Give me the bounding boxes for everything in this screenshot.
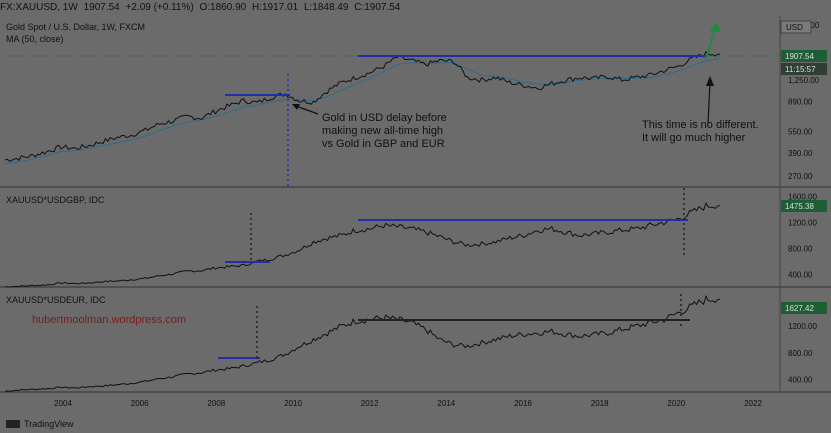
eur-price-badge-bg: [781, 302, 827, 314]
x-tick-label: 2010: [284, 399, 302, 408]
y-tick-label: 800.00: [788, 244, 813, 253]
annotation-arrow-head: [292, 104, 300, 110]
y-tick-label: 400.00: [788, 270, 813, 279]
change-value: +2.09 (+0.11%): [125, 2, 194, 13]
ma-line: [4, 58, 721, 165]
y-tick-label: 1200.00: [788, 322, 817, 331]
brand-label[interactable]: TradingView: [24, 419, 74, 429]
up-arrow-head: [710, 22, 721, 32]
gbp-price-badge: 1475.38: [785, 202, 814, 211]
pane1-title: Gold Spot / U.S. Dollar, 1W, FXCM: [6, 22, 145, 32]
y-tick-label: 270.00: [788, 172, 813, 181]
annotation-arrow-head: [706, 76, 714, 86]
eur-price-line: [4, 294, 721, 392]
annotation-arrow: [707, 81, 711, 125]
currency-badge-bg: [780, 20, 812, 34]
high-value: H:1917.01: [252, 2, 299, 13]
x-tick-label: 2020: [667, 399, 685, 408]
pane3-title: XAUUSD*USDEUR, IDC: [6, 295, 106, 305]
watermark-text: hubertmoolman.wordpress.com: [32, 314, 186, 326]
annotation-text: This time is no different.: [642, 119, 759, 131]
y-tick-label: 550.00: [788, 128, 813, 137]
x-tick-label: 2018: [591, 399, 609, 408]
low-value: L:1848.49: [303, 2, 349, 13]
currency-badge: USD: [786, 23, 803, 32]
gbp-price-badge-bg: [781, 200, 827, 212]
x-tick-label: 2008: [207, 399, 225, 408]
x-tick-label: 2006: [131, 399, 149, 408]
annotation-text: making new all-time high: [322, 125, 443, 137]
last-price-badge-bg: [781, 50, 827, 62]
eur-price-badge: 1627.42: [785, 304, 814, 313]
close-label-value: C:1907.54: [354, 2, 401, 13]
tradingview-logo-icon: [6, 420, 20, 428]
symbol-label[interactable]: FX:XAUUSD, 1W: [0, 2, 78, 13]
y-tick-label: 1200.00: [788, 218, 817, 227]
annotation-text: Gold in USD delay before: [322, 112, 447, 124]
y-tick-label: 390.00: [788, 149, 813, 158]
symbol-info-bar: FX:XAUUSD, 1W 1907.54 +2.09 (+0.11%) O:1…: [0, 0, 831, 16]
y-tick-label: 800.00: [788, 349, 813, 358]
x-tick-label: 2022: [744, 399, 762, 408]
x-tick-label: 2014: [437, 399, 455, 408]
x-tick-label: 2004: [54, 399, 72, 408]
last-price-badge: 1907.54: [785, 52, 814, 61]
chart-area[interactable]: Gold Spot / U.S. Dollar, 1W, FXCM MA (50,…: [0, 16, 831, 415]
x-tick-label: 2012: [361, 399, 379, 408]
annotation-arrow: [295, 105, 319, 115]
y-tick-label: 1600.00: [788, 192, 817, 201]
gbp-price-line: [4, 201, 721, 288]
countdown-badge: 11:15:57: [785, 65, 816, 74]
annotation-text: vs Gold in GBP and EUR: [322, 138, 445, 150]
x-tick-label: 2016: [514, 399, 532, 408]
y-tick-label: 1,250.00: [788, 76, 820, 85]
pane2-title: XAUUSD*USDGBP, IDC: [6, 195, 105, 205]
close-value: 1907.54: [83, 2, 120, 13]
annotation-text: It will go much higher: [642, 132, 746, 144]
y-tick-label: 890.00: [788, 97, 813, 106]
y-tick-label: 400.00: [788, 375, 813, 384]
open-value: O:1860.90: [199, 2, 247, 13]
pane1-subtitle: MA (50, close): [6, 34, 64, 44]
footer-bar: TradingView: [0, 415, 831, 433]
countdown-badge-bg: [781, 63, 827, 75]
price-line: [4, 50, 720, 162]
